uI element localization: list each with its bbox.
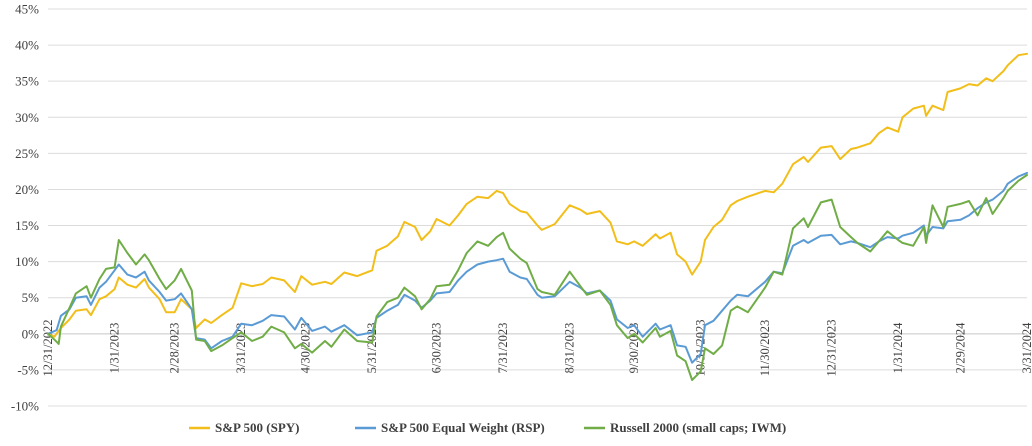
x-tick-label: 2/29/2024: [953, 322, 967, 373]
x-tick-label: 3/31/2024: [1020, 322, 1032, 373]
y-tick-label: 20%: [15, 182, 39, 197]
gridlines: [48, 8, 1027, 407]
x-tick-label: 12/31/2022: [41, 320, 55, 377]
legend-label: Russell 2000 (small caps; IWM): [610, 420, 786, 435]
x-tick-label: 2/28/2023: [168, 323, 182, 374]
legend-label: S&P 500 Equal Weight (RSP): [381, 420, 545, 435]
x-tick-label: 5/31/2023: [365, 323, 379, 374]
x-tick-label: 1/31/2023: [108, 323, 122, 374]
x-tick-label: 1/31/2024: [891, 322, 905, 373]
x-tick-label: 6/30/2023: [430, 323, 444, 374]
y-tick-label: 35%: [15, 74, 39, 89]
legend-label: S&P 500 (SPY): [215, 420, 300, 435]
y-tick-label: 5%: [22, 290, 40, 305]
y-tick-label: 10%: [15, 254, 39, 269]
series-lines: [47, 52, 1028, 381]
x-tick-label: 11/30/2023: [758, 320, 772, 376]
y-tick-label: -10%: [11, 399, 39, 414]
x-tick-label: 8/31/2023: [563, 323, 577, 374]
y-tick-label: 45%: [15, 2, 39, 17]
series-line-2: [47, 171, 1028, 364]
y-tick-label: 30%: [15, 110, 39, 125]
legend: S&P 500 (SPY) S&P 500 Equal Weight (RSP) R…: [189, 420, 786, 435]
x-axis-tick-labels: 12/31/2022 1/31/2023 2/28/2023 3/31/2023 4/3…: [41, 320, 1032, 377]
x-tick-label: 12/31/2023: [825, 320, 839, 377]
y-axis-tick-labels: -10% -5% 0% 5% 10% 15% 20% 25% 30% 35% 40% 45%: [11, 2, 39, 414]
series-line-1: [47, 52, 1028, 338]
y-tick-label: 40%: [15, 38, 39, 53]
y-tick-label: 0%: [22, 326, 40, 341]
x-tick-label: 7/31/2023: [496, 323, 510, 374]
series-line-3: [47, 174, 1028, 381]
y-tick-label: 25%: [15, 146, 39, 161]
y-tick-label: -5%: [17, 362, 39, 377]
y-tick-label: 15%: [15, 218, 39, 233]
